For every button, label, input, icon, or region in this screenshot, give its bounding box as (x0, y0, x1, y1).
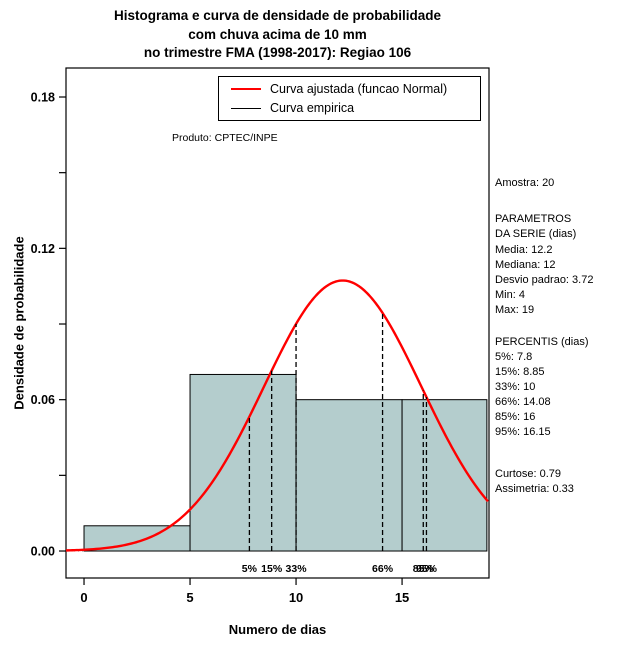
product-annotation: Produto: CPTEC/INPE (172, 132, 278, 144)
y-axis-label: Densidade de probabilidade (11, 236, 27, 410)
fitted-normal-curve (65, 279, 489, 552)
x-tick-label: 5 (186, 590, 193, 605)
stat-p15: 15%: 8.85 (495, 366, 545, 378)
histogram-bar (83, 525, 191, 552)
stat-p33: 33%: 10 (495, 381, 536, 393)
legend-entry-fitted: Curva ajustada (funcao Normal) (231, 82, 480, 96)
stat-p5: 5%: 7.8 (495, 351, 533, 363)
x-tick-label: 10 (289, 590, 303, 605)
y-tick-label: 0.18 (31, 91, 55, 105)
stat-media: Media: 12.2 (495, 244, 553, 256)
x-tick-label: 15 (395, 590, 409, 605)
y-tick-label: 0.00 (31, 545, 55, 559)
percentile-label-95%: 95% (416, 563, 438, 575)
stat-p95: 95%: 16.15 (495, 426, 551, 438)
x-axis-label: Numero de dias (228, 622, 327, 637)
legend: Curva ajustada (funcao Normal) Curva emp… (218, 76, 481, 121)
percentile-label-33%: 33% (286, 563, 308, 575)
histogram-bar (295, 399, 403, 552)
chart-title: Histograma e curva de densidade de proba… (66, 7, 489, 63)
y-tick-label: 0.12 (31, 242, 55, 256)
percentile-label-85%: 85% (413, 563, 435, 575)
stat-mediana: Mediana: 12 (495, 259, 556, 271)
chart-title-line1: Histograma e curva de densidade de proba… (113, 8, 442, 23)
y-tick-label: 0.06 (31, 393, 55, 407)
stat-p66: 66%: 14.08 (495, 396, 551, 408)
percentile-label-66%: 66% (372, 563, 394, 575)
stat-params-header2: DA SERIE (dias) (495, 228, 577, 240)
stat-params-header1: PARAMETROS (495, 213, 572, 225)
stat-amostra: Amostra: 20 (495, 177, 555, 189)
stat-curtose: Curtose: 0.79 (495, 468, 562, 480)
stat-assimetria: Assimetria: 0.33 (495, 483, 574, 495)
stat-p85: 85%: 16 (495, 411, 536, 423)
legend-entry-empirical: Curva empirica (231, 101, 480, 115)
chart-title-line2: com chuva acima de 10 mm (188, 26, 367, 42)
stat-min: Min: 4 (495, 289, 525, 301)
chart-title-line3: no trimestre FMA (1998-2017): Regiao 106 (143, 45, 412, 60)
empirical-curve-line-sample (231, 107, 261, 109)
histogram-bar (189, 373, 297, 552)
stat-desvio-padrao: Desvio padrao: 3.72 (495, 274, 594, 286)
stat-max: Max: 19 (495, 304, 535, 316)
percentile-label-15%: 15% (261, 563, 283, 575)
legend-empirical-label: Curva empirica (270, 101, 355, 115)
x-tick-label: 0 (80, 590, 87, 605)
fitted-curve-line-sample (231, 88, 261, 90)
percentile-label-5%: 5% (242, 563, 258, 575)
plot-box (65, 67, 490, 579)
legend-fitted-label: Curva ajustada (funcao Normal) (270, 82, 448, 96)
stat-percentis-header: PERCENTIS (dias) (495, 336, 589, 348)
histogram-bar (401, 399, 488, 552)
